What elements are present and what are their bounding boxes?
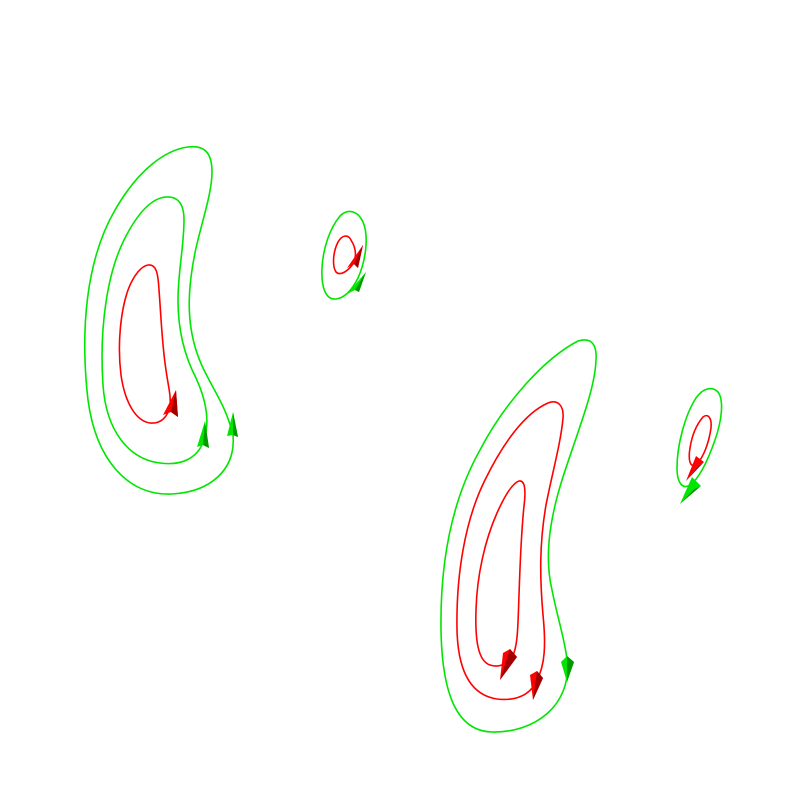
vector-field-diagram — [0, 0, 800, 800]
background — [0, 0, 800, 800]
